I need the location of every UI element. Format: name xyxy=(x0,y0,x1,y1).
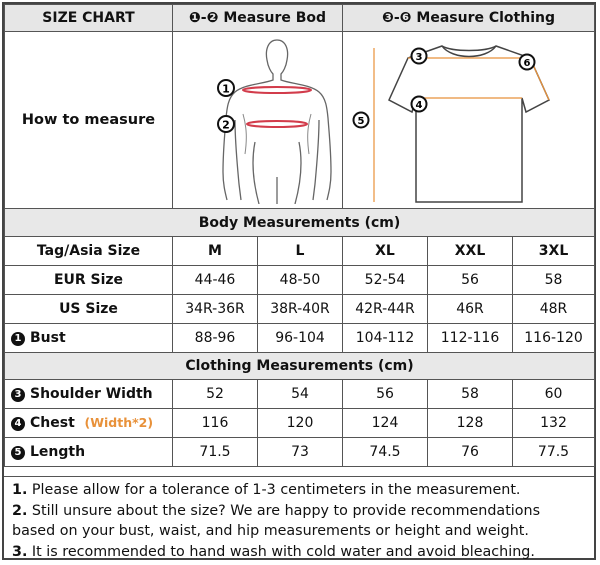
note-3-text: It is recommended to hand wash with cold… xyxy=(27,543,535,560)
marker-2-icon: 2 xyxy=(217,115,235,133)
body-diagram-cell: 1 2 xyxy=(172,31,343,209)
table-cell: 132 xyxy=(511,408,596,438)
bust-label-text: Bust xyxy=(30,330,66,346)
table-cell: 73 xyxy=(257,437,343,467)
note-2: 2. Still unsure about the size? We are h… xyxy=(12,501,586,542)
table-cell: 96-104 xyxy=(257,323,343,353)
table-cell: 54 xyxy=(257,379,343,409)
body-measurements-heading: Body Measurements (cm) xyxy=(3,208,596,237)
body-silhouette-diagram: 1 2 xyxy=(217,39,332,205)
how-to-measure-label: How to measure xyxy=(4,31,173,209)
size-header-m: M xyxy=(172,236,258,266)
table-cell: 56 xyxy=(427,265,513,295)
chest-label-text: Chest xyxy=(30,415,75,431)
table-cell: 42R-44R xyxy=(342,294,428,324)
tshirt-diagram: 3 4 5 6 xyxy=(352,45,550,203)
shoulder-label-text: Shoulder Width xyxy=(30,386,153,402)
length-label-text: Length xyxy=(30,444,86,460)
length-label: 5 Length xyxy=(4,437,173,467)
table-cell: 56 xyxy=(342,379,428,409)
table-row-us: US Size 34R-36R 38R-40R 42R-44R 46R 48R xyxy=(4,294,596,324)
number-1-icon: 1 xyxy=(11,332,25,346)
shoulder-label: 3 Shoulder Width xyxy=(4,379,173,409)
table-cell: 112-116 xyxy=(427,323,513,353)
size-header-xl: XL xyxy=(342,236,428,266)
notes-section: 1. Please allow for a tolerance of 1-3 c… xyxy=(4,476,594,560)
marker-3-icon: 3 xyxy=(410,47,428,65)
us-size-label: US Size xyxy=(4,294,173,324)
waist-measure-line xyxy=(246,120,308,128)
size-header-l: L xyxy=(257,236,343,266)
table-row-shoulder: 3 Shoulder Width 52 54 56 58 60 xyxy=(4,379,596,409)
tag-size-label: Tag/Asia Size xyxy=(4,236,173,266)
marker-6-icon: 6 xyxy=(518,53,536,71)
note-1-number: 1. xyxy=(12,482,28,498)
note-3-number: 3. xyxy=(12,543,28,560)
table-cell: 48R xyxy=(511,294,596,324)
measure-body-heading: ❶-❷ Measure Bod xyxy=(172,4,343,32)
table-cell: 74.5 xyxy=(342,437,428,467)
size-chart-title: SIZE CHART xyxy=(4,4,173,32)
size-header-xxl: XXL xyxy=(427,236,513,266)
chest-width-note: (Width*2) xyxy=(84,415,154,430)
table-cell: 116 xyxy=(172,408,258,438)
table-cell: 71.5 xyxy=(172,437,258,467)
marker-5-label: 5 xyxy=(357,116,364,127)
clothing-measurements-heading: Clothing Measurements (cm) xyxy=(3,352,596,380)
marker-4-label: 4 xyxy=(415,100,422,111)
note-1: 1. Please allow for a tolerance of 1-3 c… xyxy=(12,480,586,501)
table-cell: 58 xyxy=(427,379,513,409)
table-cell: 88-96 xyxy=(172,323,258,353)
note-1-text: Please allow for a tolerance of 1-3 cent… xyxy=(27,482,521,498)
note-2-number: 2. xyxy=(12,502,28,519)
eur-size-label: EUR Size xyxy=(4,265,173,295)
table-cell: 46R xyxy=(427,294,513,324)
table-cell: 116-120 xyxy=(511,323,596,353)
table-cell: 128 xyxy=(427,408,513,438)
table-cell: 34R-36R xyxy=(172,294,258,324)
note-3: 3. It is recommended to hand wash with c… xyxy=(12,542,586,563)
table-cell: 38R-40R xyxy=(257,294,343,324)
number-5-icon: 5 xyxy=(11,446,25,460)
marker-1-label: 1 xyxy=(222,83,230,96)
table-cell: 77.5 xyxy=(511,437,596,467)
marker-3-label: 3 xyxy=(415,52,422,63)
marker-4-icon: 4 xyxy=(410,95,428,113)
table-cell: 76 xyxy=(427,437,513,467)
chest-label: 4 Chest (Width*2) xyxy=(4,408,173,438)
number-4-icon: 4 xyxy=(11,417,25,431)
bust-measure-line xyxy=(242,86,312,94)
table-cell: 48-50 xyxy=(257,265,343,295)
table-cell: 52-54 xyxy=(342,265,428,295)
measure-clothing-heading: ❸-❻ Measure Clothing xyxy=(341,4,596,32)
note-2-text: Still unsure about the size? We are happ… xyxy=(12,502,541,540)
table-cell: 44-46 xyxy=(172,265,258,295)
bust-label: 1 Bust xyxy=(4,323,173,353)
marker-1-icon: 1 xyxy=(217,79,235,97)
shirt-diagram-cell: 3 4 5 6 xyxy=(341,31,596,209)
table-row-bust: 1 Bust 88-96 96-104 104-112 112-116 116-1… xyxy=(4,323,596,353)
marker-5-icon: 5 xyxy=(352,111,370,129)
marker-6-label: 6 xyxy=(523,58,530,69)
number-3-icon: 3 xyxy=(11,388,25,402)
table-cell: 60 xyxy=(511,379,596,409)
table-row-chest: 4 Chest (Width*2) 116 120 124 128 132 xyxy=(4,408,596,438)
size-chart-table: SIZE CHART ❶-❷ Measure Bod ❸-❻ Measure C… xyxy=(3,4,596,467)
table-cell: 124 xyxy=(342,408,428,438)
table-row-length: 5 Length 71.5 73 74.5 76 77.5 xyxy=(4,437,596,467)
marker-2-label: 2 xyxy=(222,119,230,132)
table-cell: 120 xyxy=(257,408,343,438)
table-row-eur: EUR Size 44-46 48-50 52-54 56 58 xyxy=(4,265,596,295)
size-header-3xl: 3XL xyxy=(511,236,596,266)
table-cell: 104-112 xyxy=(342,323,428,353)
table-cell: 58 xyxy=(511,265,596,295)
table-cell: 52 xyxy=(172,379,258,409)
